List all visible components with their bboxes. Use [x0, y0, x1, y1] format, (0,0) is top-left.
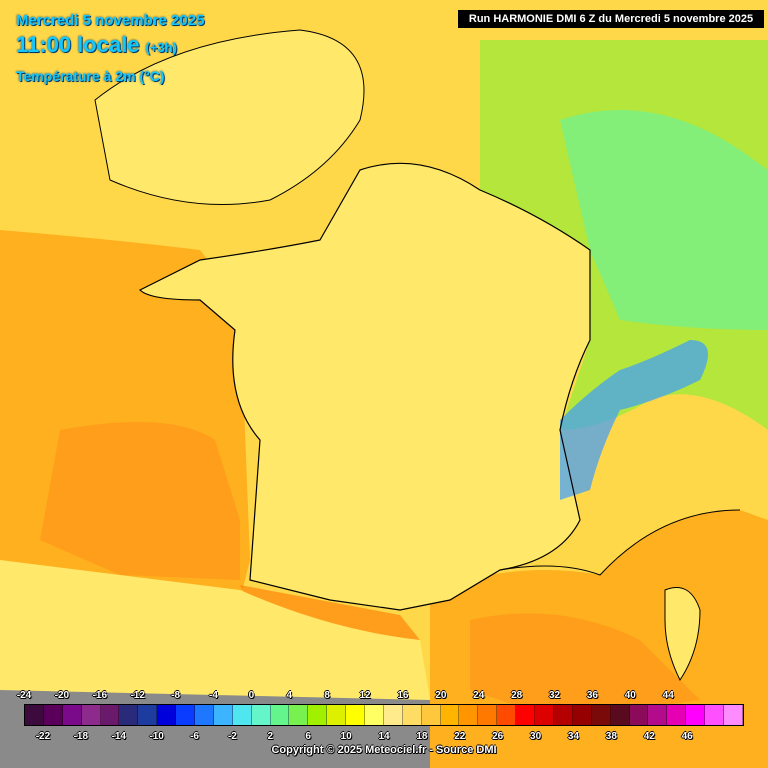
scale-swatch	[232, 705, 252, 725]
france-land	[140, 163, 590, 611]
scale-label-bottom: 46	[681, 731, 693, 742]
scale-label-top: -8	[171, 690, 181, 701]
scale-label-bottom: -18	[73, 731, 89, 742]
scale-label-top: 44	[662, 690, 674, 701]
scale-label-top: -4	[209, 690, 218, 701]
scale-swatch	[440, 705, 460, 725]
scale-label-top: 28	[511, 690, 523, 701]
mediterranean-coast	[499, 509, 741, 576]
scale-label-bottom: 34	[567, 731, 580, 742]
scale-label-top: 0	[248, 690, 255, 701]
britain-land	[95, 30, 364, 205]
scale-swatch	[213, 705, 233, 725]
scale-label-bottom: -2	[227, 731, 237, 742]
scale-label-bottom: 14	[378, 731, 390, 742]
scale-swatch	[383, 705, 403, 725]
scale-label-top: 36	[586, 690, 598, 701]
scale-label-bottom: 30	[530, 731, 542, 742]
scale-swatch	[100, 705, 120, 725]
scale-swatch	[176, 705, 196, 725]
scale-swatch	[535, 705, 554, 725]
scale-swatch	[327, 705, 347, 725]
scale-swatch	[686, 705, 706, 725]
scale-label-top: -12	[130, 690, 145, 701]
scale-swatch	[195, 705, 214, 725]
scale-swatch	[591, 705, 611, 725]
scale-swatch	[365, 705, 384, 725]
scale-swatch	[402, 705, 422, 725]
scale-swatch	[119, 705, 139, 725]
mediterranean-hot-zone	[470, 613, 700, 720]
scale-swatch	[289, 705, 309, 725]
run-info: Run HARMONIE DMI 6 Z du Mercredi 5 novem…	[458, 10, 764, 28]
scale-label-top: -20	[54, 690, 70, 701]
pyrenees-strip	[240, 585, 420, 640]
scale-label-bottom: 6	[305, 731, 311, 742]
scale-swatch	[459, 705, 479, 725]
scale-swatch	[421, 705, 441, 725]
scale-swatch	[157, 705, 177, 725]
scale-label-top: 20	[435, 690, 447, 701]
scale-swatch	[251, 705, 271, 725]
scale-swatch	[25, 705, 44, 725]
scale-label-top: 32	[548, 690, 561, 701]
lead-time: (+3h)	[145, 40, 177, 55]
scale-label-bottom: -6	[190, 731, 199, 742]
scale-swatch	[138, 705, 158, 725]
scale-label-bottom: 10	[340, 731, 352, 742]
scale-swatch	[516, 705, 536, 725]
scale-swatch	[81, 705, 101, 725]
scale-label-top: 16	[397, 690, 409, 701]
scale-swatch	[497, 705, 517, 725]
forecast-time-value: 11:00 locale	[16, 32, 140, 57]
iberia-land	[0, 560, 430, 700]
forecast-date: Mercredi 5 novembre 2025	[16, 12, 205, 29]
scale-label-bottom: -22	[35, 731, 51, 742]
scale-label-bottom: 18	[416, 731, 428, 742]
corsica-land	[664, 587, 701, 681]
scale-label-top: -16	[92, 690, 108, 701]
scale-label-bottom: 22	[454, 731, 466, 742]
scale-swatch	[308, 705, 328, 725]
scale-label-bottom: -10	[149, 731, 164, 742]
germany-lightgreen	[560, 110, 768, 330]
scale-swatch	[667, 705, 687, 725]
coastline	[138, 162, 591, 611]
scale-swatch	[553, 705, 573, 725]
scale-swatch	[723, 705, 743, 725]
scale-label-top: 8	[324, 690, 330, 701]
alps-cold-zone	[560, 340, 708, 500]
scale-label-bottom: 2	[267, 731, 274, 742]
scale-label-top: 4	[286, 690, 293, 701]
scale-swatch	[478, 705, 498, 725]
color-scale-bar	[24, 704, 744, 726]
scale-label-top: -24	[16, 690, 32, 701]
scale-label-top: 12	[359, 690, 371, 701]
scale-label-bottom: 38	[605, 731, 617, 742]
scale-swatch	[572, 705, 592, 725]
scale-label-top: 40	[624, 690, 636, 701]
britain-coastline	[94, 29, 365, 205]
scale-swatch	[610, 705, 630, 725]
scale-label-top: 24	[473, 690, 485, 701]
scale-swatch	[43, 705, 63, 725]
scale-swatch	[705, 705, 724, 725]
scale-swatch	[629, 705, 649, 725]
scale-label-bottom: 42	[643, 731, 655, 742]
off-domain-area	[0, 690, 430, 768]
scale-swatch	[62, 705, 82, 725]
scale-swatch	[270, 705, 290, 725]
scale-label-bottom: -14	[111, 731, 126, 742]
scale-label-bottom: 26	[492, 731, 504, 742]
forecast-time: 11:00 locale (+3h)	[16, 32, 177, 58]
copyright-notice: Copyright © 2025 Meteociel.fr - Source D…	[271, 744, 497, 756]
biscay-hot-zone	[40, 422, 240, 580]
scale-swatch	[648, 705, 668, 725]
scale-swatch	[346, 705, 366, 725]
variable-label: Température à 2m (°C)	[16, 68, 165, 84]
